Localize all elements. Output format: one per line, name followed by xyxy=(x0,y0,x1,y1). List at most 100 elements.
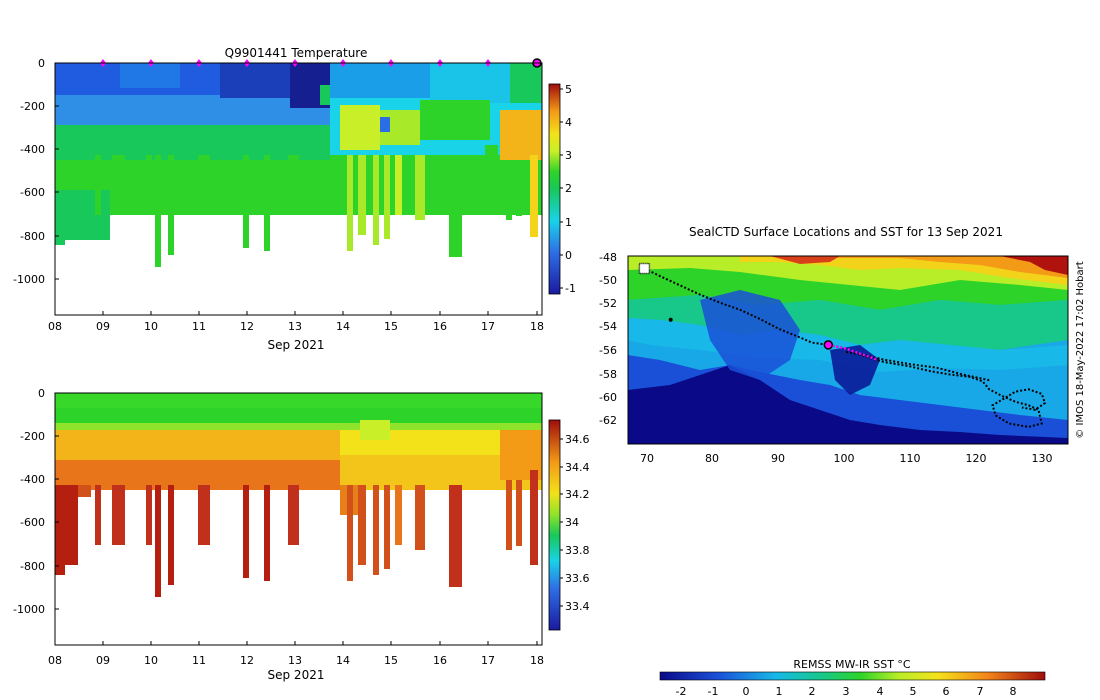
x-tick-label: 10 xyxy=(144,654,158,667)
colorbar-tick: 33.6 xyxy=(565,572,590,585)
colorbar-tick: 7 xyxy=(977,685,984,698)
x-tick-label: 90 xyxy=(771,452,785,465)
x-tick-label: 12 xyxy=(240,320,254,333)
x-tick-label: 16 xyxy=(433,320,447,333)
highlight-track-segment xyxy=(828,343,879,361)
y-tick-label: -400 xyxy=(20,143,45,156)
salinity-x-axis: 08 09 10 11 12 13 14 15 16 17 18 Sep 202… xyxy=(48,641,544,682)
track-path xyxy=(643,267,1047,428)
y-tick-label: -56 xyxy=(599,344,617,357)
profile-bar xyxy=(347,485,353,581)
sst-colorbar-label: REMSS MW-IR SST °C xyxy=(793,658,911,671)
colorbar-gradient xyxy=(659,671,1046,681)
x-axis-label: Sep 2021 xyxy=(268,668,325,682)
colorbar-tick: 5 xyxy=(565,83,572,96)
colorbar-tick: 4 xyxy=(565,116,572,129)
map-axes-box xyxy=(627,255,1069,445)
map-y-axis: -48 -50 -52 -54 -56 -58 -60 -62 xyxy=(599,251,617,427)
profile-bar xyxy=(198,485,210,545)
profile-bar xyxy=(55,200,65,245)
y-tick-label: -52 xyxy=(599,297,617,310)
profile-bar xyxy=(516,160,522,216)
temperature-title: Q9901441 Temperature xyxy=(225,46,368,60)
profile-bar xyxy=(155,485,161,597)
profile-bar xyxy=(506,480,512,550)
y-tick-label: 0 xyxy=(38,387,45,400)
colorbar-tick: 4 xyxy=(877,685,884,698)
profile-bar xyxy=(65,200,78,235)
profile-bar xyxy=(198,155,210,215)
x-tick-label: 120 xyxy=(966,452,987,465)
sst-colorbar: REMSS MW-IR SST °C -2 -1 0 1 2 3 4 5 6 7… xyxy=(659,658,1046,698)
colorbar-tick: 1 xyxy=(565,216,572,229)
x-tick-label: 17 xyxy=(481,654,495,667)
profile-bar xyxy=(395,485,402,545)
x-tick-label: 15 xyxy=(384,654,398,667)
seal-track xyxy=(638,262,1047,428)
profile-bar xyxy=(146,155,152,215)
salinity-axes-box xyxy=(54,392,543,646)
y-tick-label: -48 xyxy=(599,251,617,264)
y-tick-label: -200 xyxy=(20,430,45,443)
profile-bar xyxy=(95,485,101,545)
profile-bar xyxy=(168,155,174,255)
colorbar-tick: 8 xyxy=(1010,685,1017,698)
colorbar-tick: 3 xyxy=(565,149,572,162)
temperature-panel: Q9901441 Temperature xyxy=(13,46,576,352)
colorbar-tick: 2 xyxy=(809,685,816,698)
x-tick-label: 130 xyxy=(1032,452,1053,465)
x-tick-label: 70 xyxy=(640,452,654,465)
salinity-panel: 0 -200 -400 -600 -800 -1000 08 09 10 11 … xyxy=(13,387,589,682)
salinity-heatmap xyxy=(55,393,542,490)
colorbar-tick: 0 xyxy=(743,685,750,698)
x-axis-label: Sep 2021 xyxy=(268,338,325,352)
temperature-axes-box xyxy=(54,62,543,316)
colorbar-gradient xyxy=(548,83,561,295)
colorbar-tick: 33.8 xyxy=(565,544,590,557)
profile-bar xyxy=(415,155,425,220)
temperature-profiles xyxy=(55,145,538,267)
colorbar-tick: 34 xyxy=(565,516,579,529)
x-tick-label: 12 xyxy=(240,654,254,667)
x-tick-label: 14 xyxy=(336,320,350,333)
profile-bar xyxy=(95,155,101,215)
y-tick-label: -600 xyxy=(20,186,45,199)
colorbar-tick: -2 xyxy=(676,685,687,698)
profile-bar xyxy=(516,480,522,546)
y-tick-label: -200 xyxy=(20,100,45,113)
credit-text: © IMOS 18-May-2022 17:02 Hobart xyxy=(1075,261,1086,438)
x-tick-label: 09 xyxy=(96,654,110,667)
profile-bar xyxy=(449,155,462,257)
y-tick-label: -600 xyxy=(20,516,45,529)
y-tick-label: -1000 xyxy=(13,603,45,616)
profile-bar xyxy=(243,155,249,248)
y-tick-label: -62 xyxy=(599,414,617,427)
profile-bar xyxy=(384,485,390,569)
colorbar-tick: 6 xyxy=(943,685,950,698)
colorbar-tick: -1 xyxy=(708,685,719,698)
y-tick-label: -50 xyxy=(599,274,617,287)
y-tick-label: -58 xyxy=(599,368,617,381)
x-tick-label: 17 xyxy=(481,320,495,333)
profile-bar xyxy=(288,155,299,215)
colorbar-tick: 5 xyxy=(910,685,917,698)
profile-bar xyxy=(384,155,390,239)
profile-bar xyxy=(347,155,353,251)
y-tick-label: -800 xyxy=(20,560,45,573)
colorbar-tick: 34.2 xyxy=(565,488,590,501)
x-tick-label: 11 xyxy=(192,654,206,667)
profile-bar xyxy=(243,485,249,578)
x-tick-label: 09 xyxy=(96,320,110,333)
x-tick-label: 18 xyxy=(530,320,544,333)
profile-bar xyxy=(506,160,512,220)
profile-bar xyxy=(395,155,402,215)
profile-bar xyxy=(78,485,91,497)
temperature-y-axis: 0 -200 -400 -600 -800 -1000 xyxy=(13,57,59,286)
temperature-colorbar: 5 4 3 2 1 0 -1 xyxy=(548,83,576,295)
colorbar-tick: 3 xyxy=(843,685,850,698)
profile-bar xyxy=(288,485,299,545)
profile-bar xyxy=(55,485,65,575)
profile-bar xyxy=(358,155,366,235)
colorbar-tick: 0 xyxy=(565,249,572,262)
